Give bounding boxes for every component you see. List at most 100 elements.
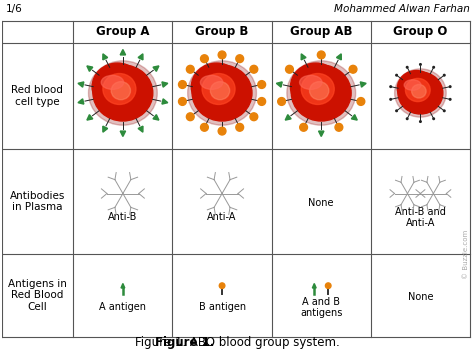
Circle shape bbox=[433, 118, 435, 120]
Polygon shape bbox=[87, 115, 93, 120]
Ellipse shape bbox=[202, 74, 235, 104]
Circle shape bbox=[236, 55, 244, 62]
Circle shape bbox=[396, 74, 397, 76]
Ellipse shape bbox=[191, 63, 242, 111]
Text: Antibodies
in Plasma: Antibodies in Plasma bbox=[10, 191, 65, 212]
Text: A antigen: A antigen bbox=[100, 303, 146, 312]
Polygon shape bbox=[360, 82, 366, 87]
Polygon shape bbox=[78, 82, 84, 87]
Text: Figure 1. ABO blood group system.: Figure 1. ABO blood group system. bbox=[136, 336, 340, 349]
Ellipse shape bbox=[292, 65, 351, 121]
Ellipse shape bbox=[201, 75, 223, 89]
Circle shape bbox=[318, 51, 325, 59]
Ellipse shape bbox=[89, 61, 157, 125]
Circle shape bbox=[335, 123, 343, 131]
Polygon shape bbox=[120, 131, 126, 136]
Polygon shape bbox=[121, 284, 125, 288]
Ellipse shape bbox=[397, 70, 436, 106]
Text: Group B: Group B bbox=[195, 25, 249, 38]
Polygon shape bbox=[87, 66, 93, 71]
Text: A and B
antigens: A and B antigens bbox=[300, 297, 342, 318]
Text: None: None bbox=[408, 293, 433, 303]
Circle shape bbox=[396, 110, 397, 112]
Text: Antigens in
Red Blood
Cell: Antigens in Red Blood Cell bbox=[8, 279, 67, 312]
Ellipse shape bbox=[300, 75, 322, 89]
Ellipse shape bbox=[301, 74, 334, 104]
Polygon shape bbox=[337, 54, 341, 60]
Polygon shape bbox=[120, 50, 126, 55]
Ellipse shape bbox=[411, 84, 426, 98]
Polygon shape bbox=[162, 99, 168, 104]
Polygon shape bbox=[153, 66, 159, 71]
Polygon shape bbox=[162, 82, 168, 87]
Text: Group A: Group A bbox=[96, 25, 150, 38]
Ellipse shape bbox=[188, 61, 256, 125]
Circle shape bbox=[326, 283, 331, 289]
Circle shape bbox=[218, 127, 226, 135]
Circle shape bbox=[186, 113, 194, 121]
Text: Anti-A: Anti-A bbox=[208, 213, 237, 223]
Circle shape bbox=[201, 55, 208, 62]
Polygon shape bbox=[351, 115, 357, 120]
Text: © Buzzle.com: © Buzzle.com bbox=[463, 230, 469, 279]
Ellipse shape bbox=[405, 78, 430, 102]
Circle shape bbox=[219, 283, 225, 289]
Text: Red blood
cell type: Red blood cell type bbox=[11, 85, 64, 107]
Text: Group O: Group O bbox=[393, 25, 447, 38]
Circle shape bbox=[186, 65, 194, 73]
Ellipse shape bbox=[395, 69, 446, 117]
Polygon shape bbox=[285, 115, 291, 120]
Ellipse shape bbox=[291, 63, 341, 111]
Circle shape bbox=[285, 65, 293, 73]
Circle shape bbox=[419, 64, 421, 65]
Text: 1/6: 1/6 bbox=[6, 4, 22, 14]
Circle shape bbox=[258, 81, 265, 88]
Circle shape bbox=[390, 86, 392, 88]
Circle shape bbox=[236, 123, 244, 131]
Text: Anti-B: Anti-B bbox=[108, 213, 137, 223]
Ellipse shape bbox=[210, 81, 230, 100]
Circle shape bbox=[300, 123, 308, 131]
Polygon shape bbox=[138, 126, 143, 132]
Polygon shape bbox=[78, 99, 84, 104]
Polygon shape bbox=[138, 54, 143, 60]
Circle shape bbox=[357, 98, 365, 106]
Polygon shape bbox=[103, 54, 108, 60]
Circle shape bbox=[449, 99, 451, 100]
Circle shape bbox=[218, 51, 226, 59]
Ellipse shape bbox=[287, 61, 356, 125]
Circle shape bbox=[444, 74, 445, 76]
Polygon shape bbox=[103, 126, 108, 132]
Ellipse shape bbox=[103, 74, 136, 104]
Text: B antigen: B antigen bbox=[199, 303, 246, 312]
Circle shape bbox=[433, 66, 435, 68]
Ellipse shape bbox=[398, 72, 443, 114]
Ellipse shape bbox=[93, 65, 153, 121]
Circle shape bbox=[449, 86, 451, 88]
Polygon shape bbox=[319, 131, 324, 136]
Text: Mohammed Alwan Farhan: Mohammed Alwan Farhan bbox=[334, 4, 470, 14]
Polygon shape bbox=[301, 54, 306, 60]
Circle shape bbox=[250, 113, 258, 121]
Ellipse shape bbox=[310, 81, 329, 100]
Circle shape bbox=[444, 110, 445, 112]
Circle shape bbox=[278, 98, 285, 106]
Circle shape bbox=[250, 65, 258, 73]
Text: Group AB: Group AB bbox=[290, 25, 353, 38]
Circle shape bbox=[179, 98, 186, 106]
Text: None: None bbox=[309, 199, 334, 209]
Polygon shape bbox=[153, 115, 159, 120]
Circle shape bbox=[349, 65, 357, 73]
Ellipse shape bbox=[92, 63, 143, 111]
Circle shape bbox=[201, 123, 208, 131]
Circle shape bbox=[258, 98, 265, 106]
Circle shape bbox=[390, 99, 392, 100]
Text: Figure 1.: Figure 1. bbox=[155, 336, 215, 349]
Circle shape bbox=[406, 66, 408, 68]
Ellipse shape bbox=[404, 80, 421, 90]
Polygon shape bbox=[276, 82, 282, 87]
Text: Anti-B and
Anti-A: Anti-B and Anti-A bbox=[395, 207, 446, 228]
Ellipse shape bbox=[192, 65, 252, 121]
Polygon shape bbox=[312, 284, 316, 288]
Ellipse shape bbox=[111, 81, 130, 100]
